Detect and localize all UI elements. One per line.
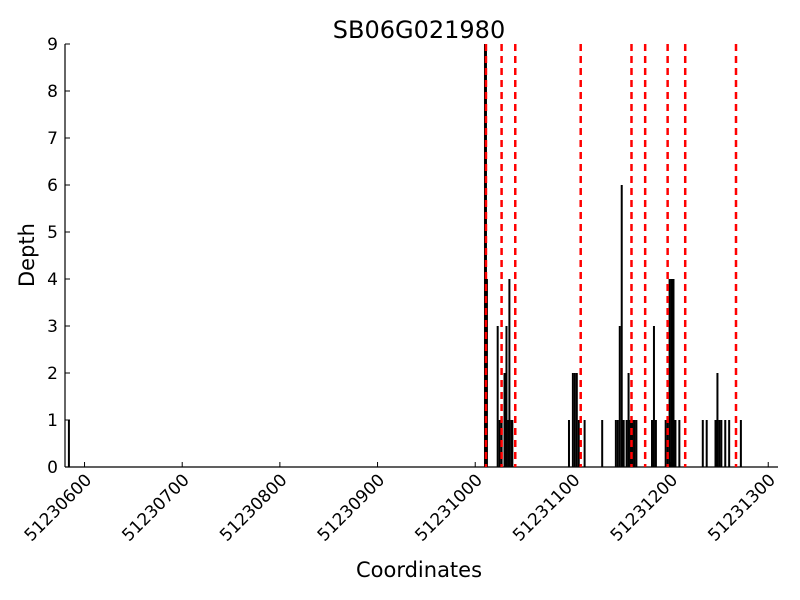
x-tick-label: 51231000 bbox=[411, 470, 486, 545]
y-tick-label: 2 bbox=[47, 364, 58, 384]
x-tick-label: 51230800 bbox=[216, 470, 291, 545]
y-tick-label: 3 bbox=[47, 317, 58, 337]
x-tick-label: 51230900 bbox=[314, 470, 389, 545]
y-tick-label: 0 bbox=[47, 458, 58, 478]
y-axis-label: Depth bbox=[15, 223, 39, 287]
y-tick-label: 5 bbox=[47, 223, 58, 243]
y-tick-label: 8 bbox=[47, 82, 58, 102]
y-tick-label: 6 bbox=[47, 176, 58, 196]
x-tick-label: 51231100 bbox=[509, 470, 584, 545]
x-tick-label: 51231200 bbox=[607, 470, 682, 545]
y-tick-label: 1 bbox=[47, 411, 58, 431]
x-tick-label: 51230700 bbox=[118, 470, 193, 545]
y-tick-label: 9 bbox=[47, 35, 58, 55]
x-tick-label: 51231300 bbox=[704, 470, 779, 545]
y-tick-label: 7 bbox=[47, 129, 58, 149]
plot-area: 0 1 2 3 4 5 6 7 8 9 51230600 51230700 51230800 512309… bbox=[21, 35, 780, 546]
x-axis-label: Coordinates bbox=[356, 558, 482, 582]
chart-title: SB06G021980 bbox=[333, 16, 505, 44]
x-tick-label: 51230600 bbox=[21, 470, 96, 545]
y-tick-label: 4 bbox=[47, 270, 58, 290]
